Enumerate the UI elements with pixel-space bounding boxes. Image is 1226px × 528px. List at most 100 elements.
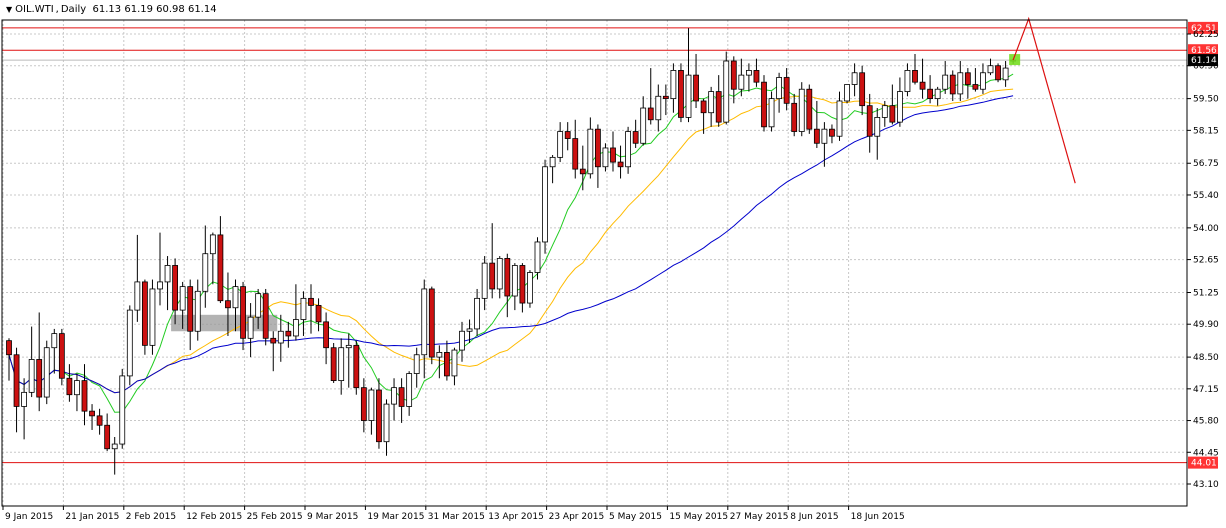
y-tick-label: 60.90 <box>1193 62 1219 72</box>
last-price-label: 61.14 <box>1191 56 1217 66</box>
candle-body-bear <box>519 265 526 304</box>
candle-body-bear <box>58 333 65 379</box>
candle <box>579 145 586 191</box>
horizontal-lines[interactable]: 62.51 61.56 44.01 61.14 <box>2 21 1218 469</box>
candle <box>225 272 231 336</box>
candle <box>413 347 420 388</box>
candle <box>134 234 141 322</box>
candle-body-bear <box>791 102 798 132</box>
y-tick-label: 47.15 <box>1193 385 1219 395</box>
x-tick-label: 12 Feb 2015 <box>186 512 242 522</box>
candle <box>851 63 858 97</box>
candle <box>557 122 564 163</box>
candle-body-bear <box>564 131 571 139</box>
hline-price-tag <box>1188 44 1218 57</box>
candle <box>897 77 903 127</box>
candle-body-bear <box>617 161 624 168</box>
candle-body-bull <box>209 234 216 255</box>
candle-body-bull <box>625 131 631 168</box>
candle <box>534 237 541 280</box>
candle <box>277 314 284 362</box>
y-tick-label: 49.90 <box>1193 320 1219 330</box>
candle <box>209 232 216 285</box>
candle <box>904 63 911 97</box>
x-tick-label: 15 May 2015 <box>669 512 728 522</box>
candle-body-bear <box>995 65 1001 81</box>
candle <box>738 58 745 97</box>
candle-body-bear <box>700 100 707 114</box>
candle <box>798 82 805 137</box>
plot-frame <box>1 19 1188 507</box>
candle <box>474 288 481 336</box>
candle-body-bull <box>383 403 390 443</box>
candle-body-bear <box>81 380 88 412</box>
candle <box>730 56 737 104</box>
candle-body-bear <box>889 105 896 123</box>
y-tick-label: 58.15 <box>1193 126 1219 136</box>
candle-body-bull <box>738 74 745 90</box>
candle-body-bear <box>353 344 360 389</box>
y-tick-label: 48.50 <box>1193 353 1219 363</box>
candle <box>315 298 322 332</box>
candle-body-bear <box>813 128 820 144</box>
candle-body-bull <box>776 77 782 100</box>
candle-body-bull <box>602 147 609 168</box>
candle <box>217 216 224 304</box>
candle <box>625 126 631 174</box>
candle-body-bull <box>202 253 209 292</box>
candle <box>587 117 594 179</box>
candle <box>723 51 730 125</box>
candle <box>806 84 813 134</box>
y-tick-label: 52.65 <box>1193 256 1219 266</box>
hline-price-tag <box>1188 21 1218 34</box>
candle-body-bull <box>368 389 375 421</box>
zone-box <box>171 314 278 332</box>
candle <box>89 404 95 430</box>
candle <box>972 68 979 92</box>
candle-body-bull <box>338 347 345 382</box>
candle-body-bull <box>587 128 594 175</box>
candle-body-bull <box>934 88 941 100</box>
candle <box>595 124 601 188</box>
candle-body-bear <box>783 77 790 104</box>
candle-body-bear <box>632 131 639 144</box>
candle <box>791 93 798 137</box>
candle <box>104 413 111 452</box>
candle-body-bull <box>466 328 473 332</box>
candle-body-bull <box>345 344 352 349</box>
candle <box>829 124 835 144</box>
candle-body-bear <box>678 70 684 118</box>
candle-body-bull <box>527 272 533 304</box>
candle <box>1002 61 1009 87</box>
candle <box>194 279 201 341</box>
candle <box>406 371 413 416</box>
forecast-path[interactable] <box>1012 16 1076 184</box>
candle <box>746 63 752 92</box>
candle-body-bear <box>579 168 586 175</box>
candle-body-bear <box>66 377 73 396</box>
candle <box>330 343 337 383</box>
candle-body-bull <box>1002 67 1009 81</box>
candle <box>549 155 556 184</box>
candle <box>451 347 458 386</box>
dropdown-triangle-icon[interactable]: ▼ <box>6 5 13 14</box>
candle <box>308 284 314 334</box>
candle-body-bear <box>376 389 382 443</box>
hline-price-label: 61.56 <box>1191 46 1217 56</box>
candle <box>987 58 994 76</box>
candle <box>647 68 654 125</box>
candle <box>489 223 496 299</box>
candle <box>912 53 918 85</box>
x-tick-label: 9 Jan 2015 <box>5 512 53 522</box>
candle-body-bull <box>723 60 730 123</box>
candle-body-bear <box>489 262 496 290</box>
candle-body-bear <box>36 359 43 398</box>
forecast-line[interactable] <box>1012 16 1076 184</box>
candle-body-bear <box>187 286 194 332</box>
candle <box>859 65 866 116</box>
candle-body-bear <box>662 95 669 100</box>
candle-body-bull <box>391 387 397 405</box>
candle <box>564 122 571 151</box>
